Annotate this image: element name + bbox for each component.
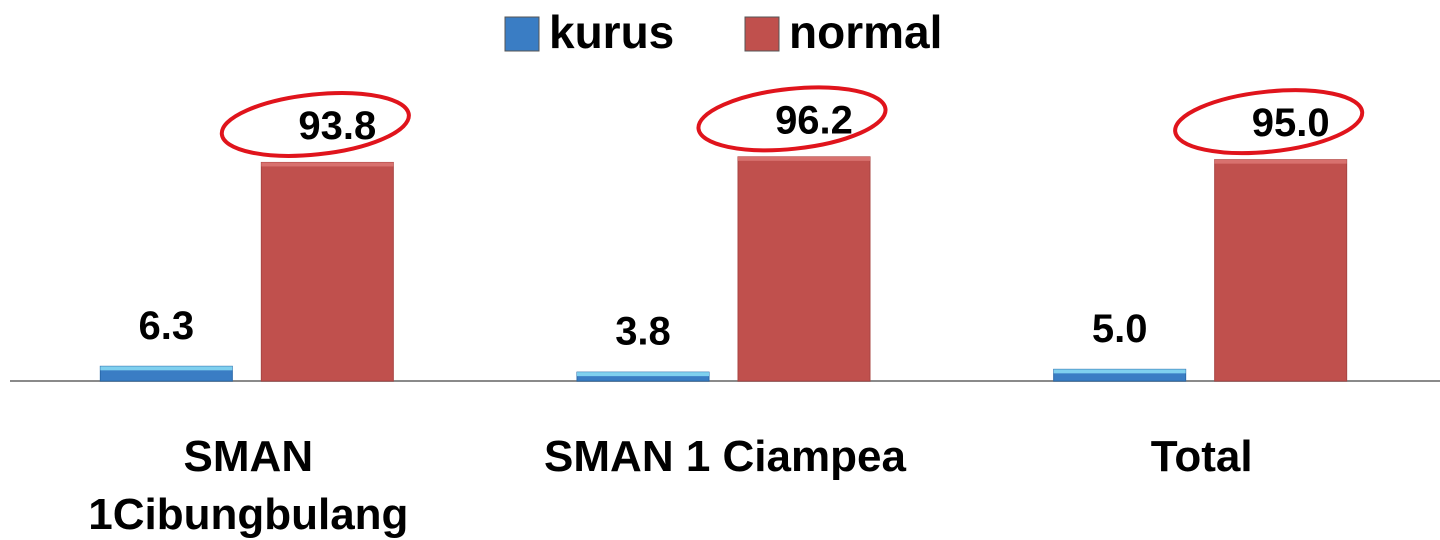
data-label: 95.0: [1252, 101, 1330, 145]
highlight-ellipse: [219, 91, 411, 158]
x-tick-label: SMAN 1 Ciampea: [544, 432, 906, 481]
highlight-ellipse: [1173, 88, 1365, 156]
data-label: 5.0: [1092, 307, 1148, 351]
bar: [260, 161, 394, 382]
legend-swatch: [744, 16, 780, 52]
bar-highlight: [577, 372, 709, 377]
bar-highlight: [261, 162, 394, 167]
bar-highlight: [1053, 369, 1186, 374]
x-tick-label: Total: [1150, 432, 1253, 481]
bar: [737, 156, 871, 382]
highlight-ellipse: [696, 85, 888, 153]
bar-highlight: [1214, 159, 1347, 164]
bar-highlight: [100, 366, 233, 371]
bar-highlight: [738, 156, 870, 161]
data-label: 96.2: [775, 98, 853, 142]
legend-swatch: [504, 16, 540, 52]
bar: [1214, 159, 1348, 382]
data-label: 93.8: [298, 104, 376, 148]
x-tick-label: SMAN 1Cibungbulang: [88, 432, 409, 539]
legend-label: kurus: [549, 6, 674, 58]
data-label: 6.3: [139, 304, 195, 348]
data-label: 3.8: [615, 310, 671, 354]
legend-label: normal: [789, 6, 942, 58]
